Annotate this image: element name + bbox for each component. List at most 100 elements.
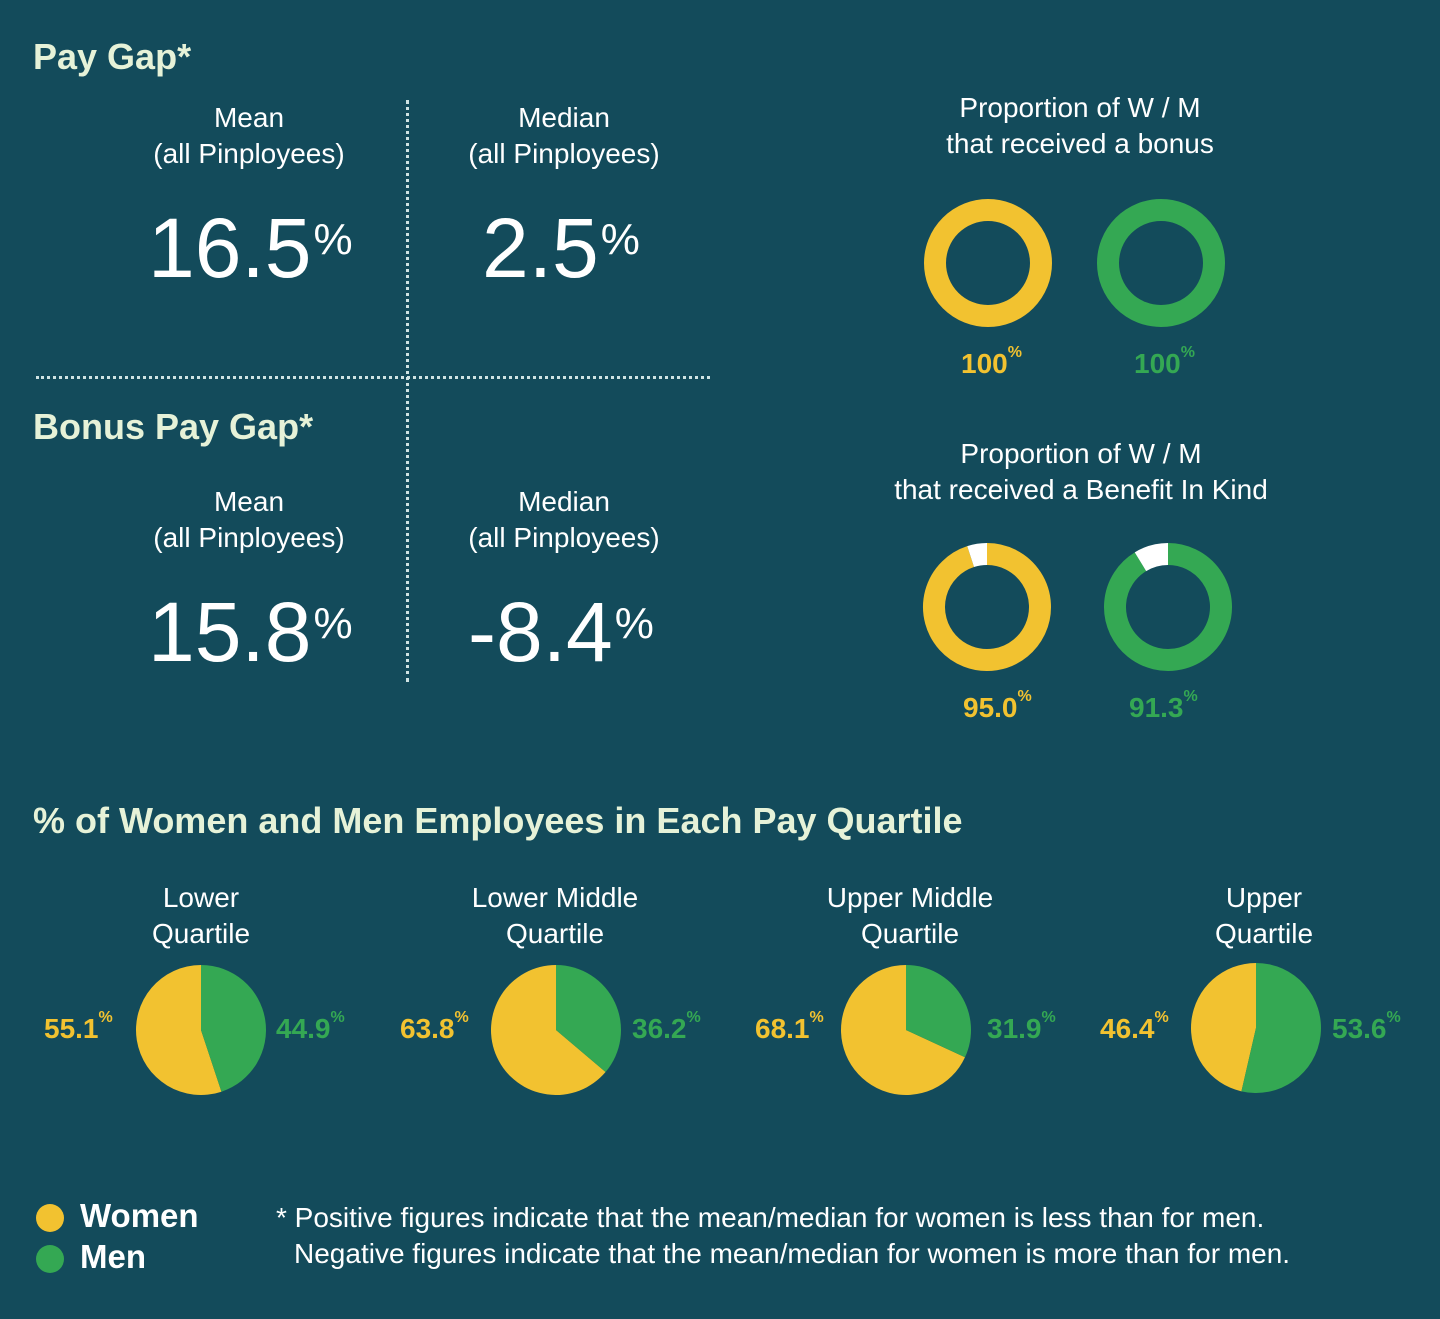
quartile-lower-women-unit: %	[98, 1009, 113, 1026]
legend-men-label: Men	[80, 1238, 146, 1275]
quartile-lower-label-line2: Quartile	[151, 918, 251, 949]
quartile-upper-middle-men-value: 31.9%	[987, 1009, 1056, 1045]
bik-men-unit: %	[1183, 688, 1198, 705]
quartile-lower-label-line1: Lower	[162, 882, 240, 913]
footnote-line1: * Positive figures indicate that the mea…	[276, 1202, 1265, 1233]
quartile-upper-men-value: 53.6%	[1332, 1009, 1401, 1045]
quartile-upper-middle-men-unit: %	[1041, 1009, 1056, 1026]
bonus-proportion-title: Proportion of W / M that received a bonu…	[880, 90, 1280, 162]
quartile-lower-men-unit: %	[330, 1009, 345, 1026]
bik-men-value: 91.3%	[1129, 688, 1198, 724]
bonus-gap-mean-unit: %	[313, 599, 353, 648]
bonus-men-donut	[1097, 199, 1225, 327]
bik-men-donut	[1104, 543, 1232, 671]
quartile-lower-middle-pie	[491, 965, 621, 1095]
quartile-upper-label: Upper Quartile	[1144, 880, 1384, 952]
bik-women-number: 95.0	[963, 692, 1018, 723]
quartile-upper-middle-women-unit: %	[809, 1009, 824, 1026]
quartile-upper-label-line1: Upper	[1225, 882, 1303, 913]
bonus-gap-median-number: -8.4	[468, 585, 613, 679]
quartile-lower-middle-men-unit: %	[686, 1009, 701, 1026]
pie-slice-men	[556, 965, 621, 1073]
quartile-lower-middle-label: Lower Middle Quartile	[425, 880, 685, 952]
vertical-divider	[406, 100, 409, 682]
quartile-lower-middle-men-value: 36.2%	[632, 1009, 701, 1045]
quartile-lower-pie	[135, 965, 266, 1095]
bik-men-filled-arc	[1104, 543, 1232, 671]
pie-slice-men	[1241, 963, 1321, 1093]
quartile-lower-middle-women-unit: %	[454, 1009, 469, 1026]
bonus-gap-title: Bonus Pay Gap*	[33, 406, 314, 447]
quartile-lower-middle-women-number: 63.8	[400, 1013, 455, 1044]
pay-gap-mean-label: Mean (all Pinployees)	[99, 100, 399, 172]
pay-gap-median-value: 2.5%	[482, 206, 640, 290]
pay-gap-mean-value: 16.5%	[148, 206, 353, 290]
legend-women-swatch	[36, 1204, 64, 1232]
bonus-gap-mean-label-line2: (all Pinployees)	[153, 522, 345, 553]
quartile-upper-middle-women-value: 68.1%	[755, 1009, 824, 1045]
bonus-women-ring	[924, 199, 1052, 327]
bonus-men-unit: %	[1180, 344, 1195, 361]
pay-gap-median-unit: %	[600, 215, 640, 264]
legend-men-swatch	[36, 1245, 64, 1273]
pay-gap-mean-number: 16.5	[148, 201, 312, 295]
bonus-gap-mean-number: 15.8	[148, 585, 312, 679]
quartile-upper-middle-pie	[841, 965, 971, 1095]
quartile-lower-men-number: 44.9	[276, 1013, 331, 1044]
bonus-women-value: 100%	[961, 344, 1022, 380]
bik-proportion-title: Proportion of W / M that received a Bene…	[851, 436, 1311, 508]
pay-gap-mean-unit: %	[313, 215, 353, 264]
pie-slice-men	[906, 965, 971, 1058]
legend-women-label: Women	[80, 1197, 199, 1234]
bik-men-gap-arc	[1134, 543, 1169, 572]
bonus-gap-median-label-line2: (all Pinployees)	[468, 522, 660, 553]
bik-proportion-title-line1: Proportion of W / M	[960, 438, 1202, 469]
quartile-upper-middle-women-number: 68.1	[755, 1013, 810, 1044]
pay-gap-median-label: Median (all Pinployees)	[414, 100, 714, 172]
quartile-lower-women-number: 55.1	[44, 1013, 99, 1044]
bonus-women-donut	[924, 199, 1052, 327]
pay-gap-median-number: 2.5	[482, 201, 599, 295]
quartile-lower-men-value: 44.9%	[276, 1009, 345, 1045]
bik-women-filled-arc	[923, 543, 1051, 671]
quartile-upper-men-number: 53.6	[1332, 1013, 1387, 1044]
pay-gap-mean-label-line1: Mean	[213, 102, 285, 133]
bonus-proportion-title-line1: Proportion of W / M	[959, 92, 1201, 123]
bonus-gap-mean-label-line1: Mean	[213, 486, 285, 517]
quartile-upper-men-unit: %	[1386, 1009, 1401, 1026]
quartile-upper-middle-label: Upper Middle Quartile	[780, 880, 1040, 952]
bonus-gap-median-unit: %	[614, 599, 654, 648]
bonus-men-value: 100%	[1134, 344, 1195, 380]
bonus-men-ring	[1097, 199, 1225, 327]
bik-proportion-title-line2: that received a Benefit In Kind	[894, 474, 1268, 505]
pie-slice-women	[491, 965, 606, 1095]
quartile-lower-label: Lower Quartile	[81, 880, 321, 952]
bonus-proportion-title-line2: that received a bonus	[946, 128, 1214, 159]
bonus-gap-mean-value: 15.8%	[148, 590, 353, 674]
quartile-lower-middle-women-value: 63.8%	[400, 1009, 469, 1045]
quartile-lower-middle-men-number: 36.2	[632, 1013, 687, 1044]
bonus-women-number: 100	[961, 348, 1008, 379]
quartile-lower-women-value: 55.1%	[44, 1009, 113, 1045]
pay-gap-median-label-line1: Median	[518, 102, 610, 133]
bonus-men-number: 100	[1134, 348, 1181, 379]
quartile-upper-women-number: 46.4	[1100, 1013, 1155, 1044]
quartile-upper-pie	[1191, 963, 1321, 1093]
bik-women-value: 95.0%	[963, 688, 1032, 724]
bonus-gap-median-label: Median (all Pinployees)	[414, 484, 714, 556]
pie-slice-women	[1191, 963, 1256, 1092]
pie-slice-men	[201, 965, 266, 1092]
bonus-gap-median-value: -8.4%	[468, 590, 654, 674]
quartile-upper-middle-label-line2: Quartile	[860, 918, 960, 949]
pay-gap-mean-label-line2: (all Pinployees)	[153, 138, 345, 169]
horizontal-divider	[36, 376, 710, 379]
quartile-upper-women-unit: %	[1154, 1009, 1169, 1026]
quartiles-title: % of Women and Men Employees in Each Pay…	[33, 800, 963, 841]
pay-gap-median-label-line2: (all Pinployees)	[468, 138, 660, 169]
bonus-gap-mean-label: Mean (all Pinployees)	[99, 484, 399, 556]
quartile-lower-middle-label-line1: Lower Middle	[471, 882, 639, 913]
pie-slice-women	[841, 965, 965, 1095]
quartile-upper-women-value: 46.4%	[1100, 1009, 1169, 1045]
quartile-upper-middle-label-line1: Upper Middle	[826, 882, 994, 913]
pie-slice-women	[135, 965, 222, 1095]
